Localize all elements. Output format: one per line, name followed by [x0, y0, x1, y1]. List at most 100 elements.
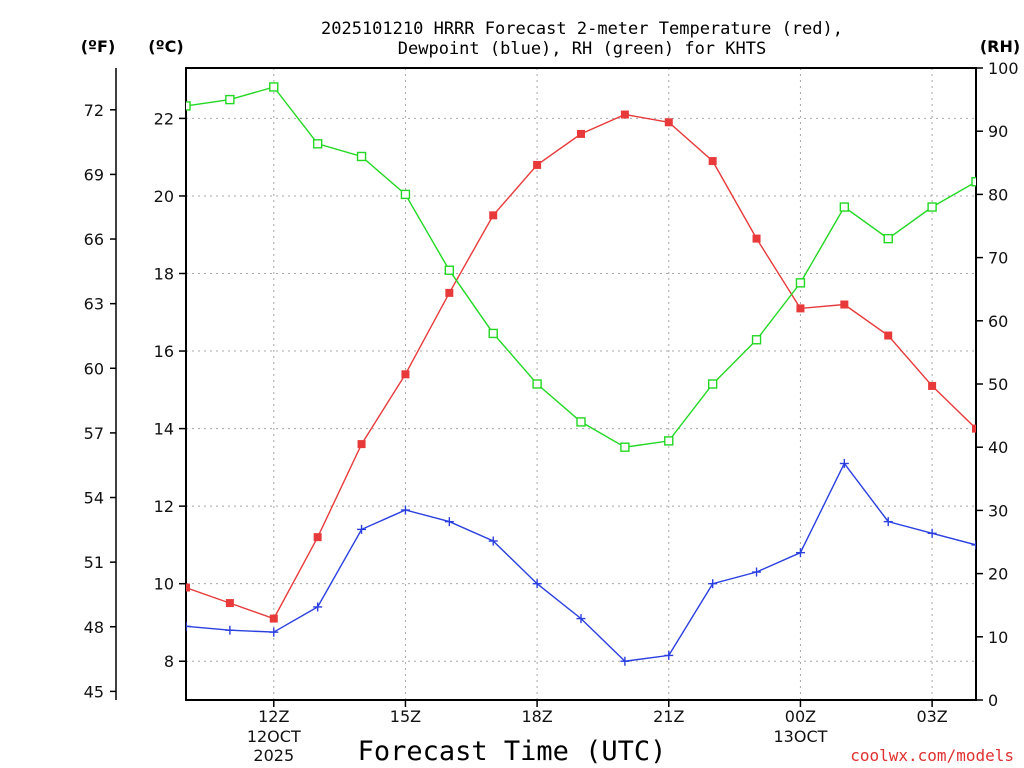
x-tick-date-label: 13OCT [773, 727, 827, 746]
dewpoint-point [620, 656, 630, 666]
temperature-point [225, 599, 234, 608]
fahrenheit-tick-label: 69 [84, 165, 104, 184]
gridlines [186, 68, 976, 700]
dewpoint-point [839, 458, 849, 468]
x-tick-label: 15Z [390, 707, 421, 726]
rh-point [444, 265, 455, 275]
dewpoint-point [357, 524, 367, 534]
temperature-point [533, 160, 542, 169]
celsius-tick-label: 20 [154, 187, 174, 206]
dewpoint-point [927, 528, 937, 538]
rh-tick-label: 80 [988, 185, 1008, 204]
celsius-tick-label: 12 [154, 497, 174, 516]
temperature-point [577, 129, 585, 138]
rh-tick-label: 0 [988, 691, 998, 710]
rh-point [400, 189, 411, 200]
series-layer [186, 82, 976, 666]
dewpoint-point [400, 505, 410, 515]
rh-point [532, 379, 542, 389]
rh-point [795, 278, 806, 288]
series-group [186, 82, 976, 666]
celsius-tick-label: 10 [154, 575, 174, 594]
rh-tick-label: 70 [988, 249, 1008, 268]
x-tick-date-label: 12OCT [247, 727, 301, 746]
fahrenheit-tick-label: 48 [84, 618, 104, 637]
x-tick-label: 21Z [653, 707, 684, 726]
rh-point [488, 328, 498, 339]
rh-tick-label: 10 [988, 628, 1008, 647]
dewpoint-point [883, 517, 893, 527]
rh-tick-label: 20 [988, 565, 1008, 584]
rh-point [225, 94, 235, 105]
celsius-tick-label: 22 [154, 109, 174, 128]
rh-point [839, 202, 850, 212]
rh-point [312, 139, 323, 149]
plot-frame [185, 67, 977, 701]
temperature-point [884, 331, 893, 340]
dewpoint-point [576, 614, 586, 624]
dewpoint-point [532, 579, 542, 589]
rh-point [927, 202, 937, 212]
rh-line [186, 86, 976, 448]
celsius-tick-label: 14 [154, 420, 174, 439]
fahrenheit-tick-label: 54 [84, 489, 104, 508]
fahrenheit-tick-label: 60 [84, 359, 104, 378]
fahrenheit-tick-label: 66 [84, 230, 104, 249]
rh-point [971, 177, 976, 187]
x-tick-label: 00Z [785, 707, 816, 726]
x-axis-title: Forecast Time (UTC) [358, 736, 667, 767]
fahrenheit-unit-label: (ºF) [81, 37, 116, 56]
temperature-point [972, 424, 976, 433]
rh-point [356, 151, 367, 162]
rh-tick-label: 30 [988, 501, 1008, 520]
temperature-point [796, 304, 805, 313]
rh-tick-label: 50 [988, 375, 1008, 394]
dewpoint-point [488, 536, 498, 546]
x-tick-label: 18Z [521, 707, 552, 726]
credit-label: coolwx.com/models [850, 746, 1014, 765]
temperature-point [840, 300, 849, 309]
fahrenheit-tick-label: 72 [84, 101, 104, 120]
fahrenheit-tick-label: 57 [84, 424, 104, 443]
temperature-point [620, 110, 629, 119]
rh-point [664, 436, 674, 446]
rh-point [883, 233, 893, 244]
celsius-unit-label: (ºC) [148, 37, 183, 56]
dewpoint-point [269, 627, 279, 637]
rh-point [269, 82, 279, 92]
rh-point [576, 417, 586, 427]
dewpoint-point [664, 650, 674, 660]
temperature-point [752, 234, 761, 243]
temperature-point [708, 157, 717, 166]
temperature-line [186, 113, 976, 620]
chart-title-line2: Dewpoint (blue), RH (green) for KHTS [398, 39, 766, 59]
rh-point [186, 101, 191, 111]
temperature-point [401, 370, 410, 379]
chart-title-line1: 2025101210 HRRR Forecast 2-meter Tempera… [321, 19, 843, 39]
temperature-point [269, 614, 278, 623]
celsius-tick-label: 16 [154, 342, 174, 361]
temperature-point [489, 211, 498, 220]
temperature-point [357, 440, 366, 449]
rh-tick-label: 60 [988, 312, 1008, 331]
dewpoint-point [313, 602, 323, 612]
rh-tick-label: 90 [988, 122, 1008, 141]
temperature-point [313, 533, 322, 542]
fahrenheit-tick-label: 51 [84, 553, 104, 572]
temperature-point [664, 118, 673, 127]
rh-point [620, 442, 630, 452]
x-tick-year-label: 2025 [253, 746, 294, 765]
dewpoint-point [186, 621, 191, 631]
rh-tick-label: 40 [988, 438, 1008, 457]
temperature-point [928, 381, 937, 390]
dewpoint-point [225, 625, 235, 635]
axes: 8 10 12 14 16 18 20 22 45 48 51 54 57 60 63 66 69 72 0 10 20… [84, 59, 1019, 765]
rh-point [707, 379, 718, 389]
fahrenheit-tick-label: 63 [84, 295, 104, 314]
dewpoint-point [708, 579, 718, 589]
temperature-point [186, 583, 190, 592]
x-tick-label: 03Z [916, 707, 947, 726]
rh-tick-label: 100 [988, 59, 1019, 78]
celsius-tick-label: 18 [154, 264, 174, 283]
